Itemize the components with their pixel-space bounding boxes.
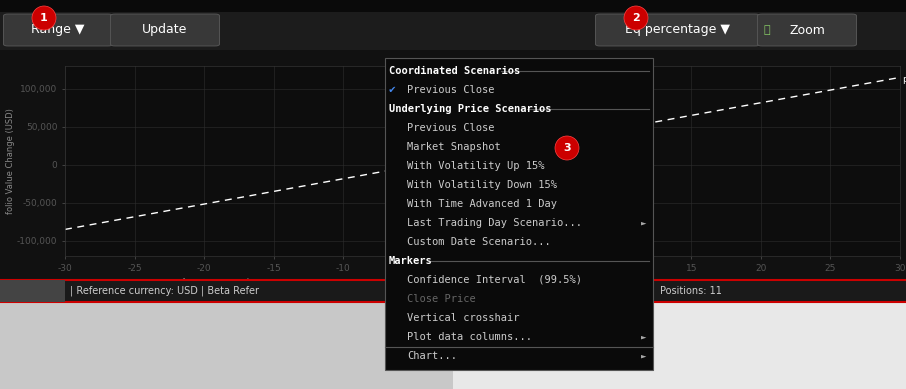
Text: With Volatility Down 15%: With Volatility Down 15% xyxy=(407,180,557,190)
Text: With Time Advanced 1 Day: With Time Advanced 1 Day xyxy=(407,199,557,209)
Y-axis label: folio Value Change (USD): folio Value Change (USD) xyxy=(6,108,15,214)
Text: ►: ► xyxy=(641,352,646,361)
Text: 1: 1 xyxy=(40,13,48,23)
Text: Close Price: Close Price xyxy=(407,294,476,304)
Text: ►: ► xyxy=(641,219,646,228)
Text: Plot data columns...: Plot data columns... xyxy=(407,332,532,342)
Text: ►: ► xyxy=(641,333,646,342)
Text: 2: 2 xyxy=(632,13,640,23)
Text: Custom Date Scenario...: Custom Date Scenario... xyxy=(407,237,551,247)
Text: Chart...: Chart... xyxy=(407,351,457,361)
Text: p_close: p_close xyxy=(901,75,906,84)
Text: Eq percentage ▼: Eq percentage ▼ xyxy=(625,23,730,37)
Text: Mark P: Mark P xyxy=(385,265,416,273)
Text: 3: 3 xyxy=(564,143,571,153)
Text: Positions: 11: Positions: 11 xyxy=(660,286,722,296)
Text: Zoom: Zoom xyxy=(789,23,825,37)
Text: Previous Close: Previous Close xyxy=(407,85,495,95)
Text: Underlying Price Scenarios: Underlying Price Scenarios xyxy=(389,104,552,114)
Text: Markers: Markers xyxy=(389,256,433,266)
Text: Assumes equal percen: Assumes equal percen xyxy=(181,278,284,287)
Text: ✔: ✔ xyxy=(389,85,396,95)
Text: Confidence Interval  (99.5%): Confidence Interval (99.5%) xyxy=(407,275,582,285)
Text: With Volatility Up 15%: With Volatility Up 15% xyxy=(407,161,545,171)
Text: Last Trading Day Scenario...: Last Trading Day Scenario... xyxy=(407,218,582,228)
Text: Coordinated Scenarios: Coordinated Scenarios xyxy=(389,66,520,76)
Text: Market Snapshot: Market Snapshot xyxy=(407,142,501,152)
Text: Vertical crosshair: Vertical crosshair xyxy=(407,313,519,323)
Text: | Reference currency: USD | Beta Refer: | Reference currency: USD | Beta Refer xyxy=(70,286,259,296)
Text: Range ▼: Range ▼ xyxy=(31,23,85,37)
Text: Update: Update xyxy=(142,23,188,37)
Text: 🔍: 🔍 xyxy=(764,25,771,35)
Text: Previous Close: Previous Close xyxy=(407,123,495,133)
